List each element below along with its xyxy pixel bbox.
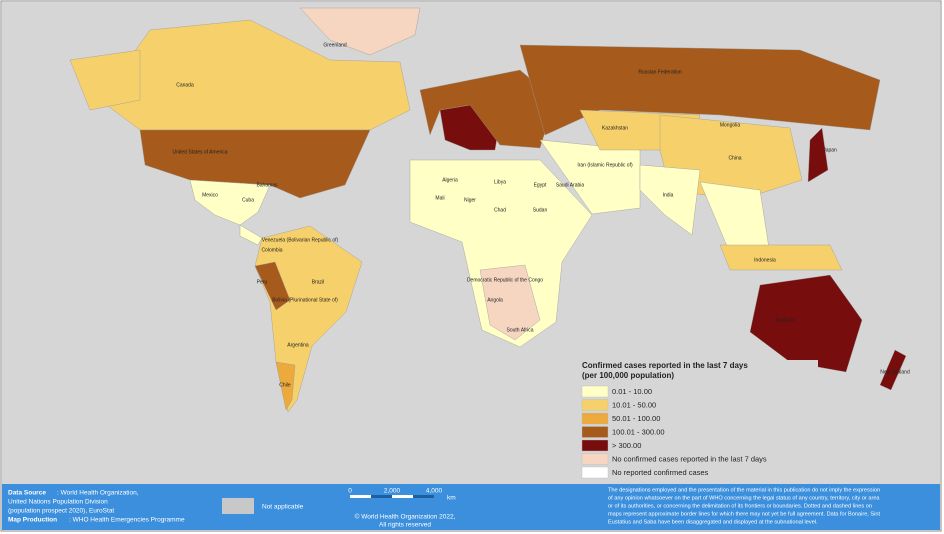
country-region — [519, 44, 881, 136]
legend-swatch — [581, 466, 609, 479]
scale-bar — [371, 495, 392, 498]
disclaimer: The designations employed and the presen… — [608, 487, 880, 493]
legend-title: Confirmed cases reported in the last 7 d… — [582, 361, 748, 370]
source-text: : World Health Organization, — [57, 490, 139, 497]
country-label: United States of America — [172, 149, 227, 155]
legend-label: 50.01 - 100.00 — [612, 414, 660, 423]
legend-label: 0.01 - 10.00 — [612, 387, 652, 396]
production-label: Map Production — [8, 517, 57, 524]
legend-swatch — [581, 439, 609, 452]
country-region — [99, 19, 411, 131]
country-region — [807, 127, 829, 183]
scale-tick: 2,000 — [384, 488, 401, 495]
copyright: All rights reserved — [379, 522, 431, 529]
country-label: Mongolia — [720, 122, 741, 128]
legend-label: > 300.00 — [612, 441, 641, 450]
disclaimer: Eustatius and Saba have been disaggregat… — [608, 519, 818, 525]
land — [69, 7, 907, 413]
country-label: Indonesia — [754, 257, 776, 263]
country-label: Sudan — [533, 207, 548, 213]
country-region — [749, 274, 863, 373]
country-region — [719, 244, 843, 271]
production-text: : WHO Health Emergencies Programme — [69, 517, 185, 524]
country-label: Angola — [487, 297, 503, 303]
country-label: Venezuela (Bolivarian Republic of) — [262, 237, 339, 243]
copyright: © World Health Organization 2022, — [355, 513, 456, 521]
country-label: Saudi Arabia — [556, 182, 585, 188]
legend: Confirmed cases reported in the last 7 d… — [578, 360, 818, 479]
country-region — [639, 164, 701, 236]
source-text: (population prospect 2020), EuroStat — [8, 508, 114, 515]
country-label: Bolivia (Plurinational State of) — [272, 297, 338, 303]
country-region — [239, 224, 263, 246]
country-label: Egypt — [534, 182, 547, 188]
country-label: Kazakhstan — [602, 125, 628, 131]
legend-swatch — [581, 412, 609, 425]
country-region — [409, 159, 593, 348]
country-label: Japan — [823, 147, 837, 153]
legend-swatch — [581, 426, 609, 438]
country-region — [479, 264, 541, 341]
country-label: New Zealand — [880, 369, 910, 375]
country-label: India — [663, 192, 674, 198]
footer: Data Source : World Health Organization, U… — [8, 487, 881, 528]
country-region — [254, 261, 291, 311]
legend-label: No reported confirmed cases — [612, 468, 709, 477]
disclaimer: maps represent approximate border lines … — [608, 511, 881, 517]
country-label: Bahamas — [256, 182, 278, 188]
disclaimer: or of its authorities, or concerning the… — [608, 503, 872, 509]
legend-title: (per 100,000 population) — [582, 371, 674, 380]
labels: Greenland Canada United States of America M… — [172, 42, 909, 388]
scale-tick: 0 — [348, 488, 352, 495]
scale-bar — [413, 495, 434, 498]
country-label: Greenland — [323, 42, 347, 48]
country-label: Mali — [435, 195, 444, 201]
country-label: Colombia — [261, 247, 282, 253]
legend-label: No confirmed cases reported in the last … — [612, 454, 767, 463]
country-label: Iran (Islamic Republic of) — [577, 162, 633, 168]
country-label: Chad — [494, 207, 506, 213]
country-label: Argentina — [287, 342, 309, 348]
country-label: Libya — [494, 179, 506, 185]
country-label: Niger — [464, 197, 476, 203]
country-label: Canada — [176, 82, 194, 88]
source-label: Data Source — [8, 490, 46, 497]
na-label: Not applicable — [262, 504, 304, 511]
country-label: South Africa — [507, 327, 534, 333]
country-region — [879, 349, 907, 391]
country-label: Russian Federation — [638, 69, 682, 75]
country-region — [275, 361, 296, 411]
legend-label: 10.01 - 50.00 — [612, 400, 656, 409]
disclaimer: of any opinion whatsoever on the part of… — [608, 495, 880, 501]
legend-box — [578, 360, 818, 478]
legend-swatch — [581, 453, 609, 465]
country-label: Democratic Republic of the Congo — [467, 277, 543, 283]
country-region — [139, 129, 371, 199]
scale-unit: km — [447, 495, 456, 502]
country-label: China — [728, 155, 741, 161]
country-label: Australia — [775, 317, 795, 323]
country-label: Peru — [257, 279, 268, 285]
scale-tick: 4,000 — [426, 488, 443, 495]
country-label: Chile — [279, 382, 291, 388]
source-text: United Nations Population Division — [8, 499, 108, 506]
country-label: Cuba — [242, 197, 254, 203]
na-swatch — [222, 498, 254, 514]
country-region — [299, 7, 421, 56]
legend-label: 100.01 - 300.00 — [612, 427, 665, 436]
country-region — [69, 49, 141, 111]
country-label: Brazil — [312, 279, 325, 285]
country-label: Mexico — [202, 192, 218, 198]
legend-swatch — [581, 385, 609, 398]
country-label: Algeria — [442, 177, 458, 183]
legend-swatch — [581, 399, 609, 411]
footer-bar — [2, 484, 940, 530]
